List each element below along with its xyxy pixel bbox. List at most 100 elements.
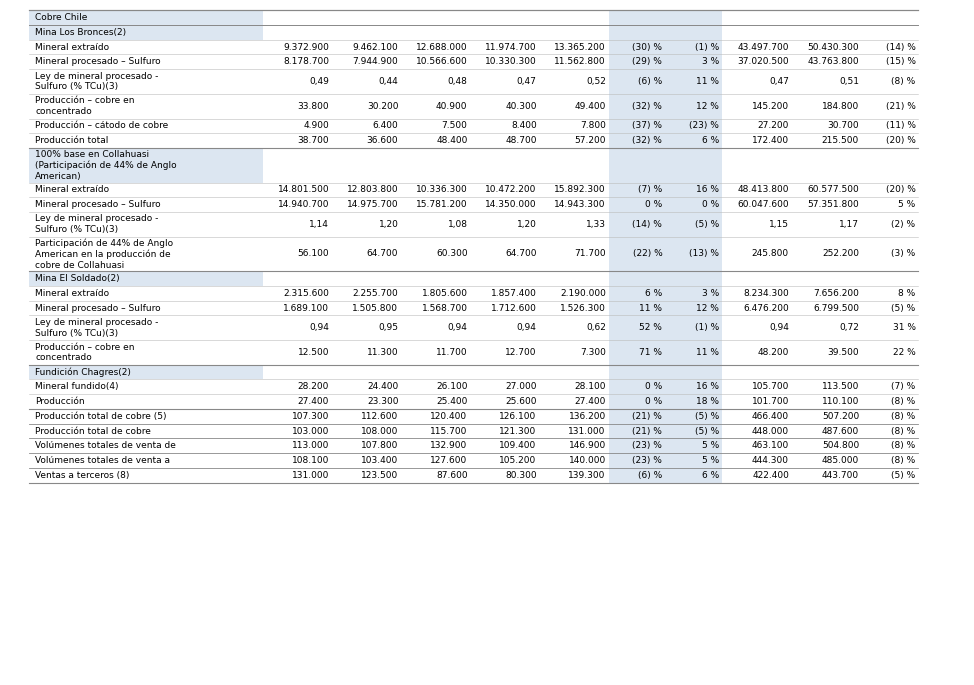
Text: 0,62: 0,62	[586, 323, 606, 332]
Text: (1) %: (1) %	[694, 323, 719, 332]
Text: 37.020.500: 37.020.500	[737, 58, 789, 66]
Text: Producción – cátodo de cobre: Producción – cátodo de cobre	[35, 121, 169, 130]
Text: 126.100: 126.100	[500, 412, 537, 421]
Text: 7.944.900: 7.944.900	[353, 58, 398, 66]
Text: 18 %: 18 %	[695, 397, 719, 406]
Text: 8.234.300: 8.234.300	[743, 289, 789, 298]
Text: 127.600: 127.600	[431, 456, 468, 465]
Text: 11.300: 11.300	[367, 348, 398, 357]
Text: (6) %: (6) %	[638, 77, 662, 86]
Text: (8) %: (8) %	[891, 456, 916, 465]
Text: 7.500: 7.500	[441, 121, 468, 130]
Text: (8) %: (8) %	[891, 427, 916, 436]
Text: Mineral procesado – Sulfuro: Mineral procesado – Sulfuro	[35, 200, 161, 209]
Text: 1,14: 1,14	[310, 220, 329, 229]
Text: 131.000: 131.000	[292, 471, 329, 479]
Text: 121.300: 121.300	[500, 427, 537, 436]
Text: 71.700: 71.700	[575, 249, 606, 258]
Text: 100% base en Collahuasi
(Participación de 44% de Anglo
American): 100% base en Collahuasi (Participación d…	[35, 150, 176, 181]
Text: 12 %: 12 %	[696, 101, 719, 111]
Text: 11 %: 11 %	[695, 77, 719, 86]
Text: 112.600: 112.600	[361, 412, 398, 421]
Text: 184.800: 184.800	[822, 101, 859, 111]
Text: 103.000: 103.000	[292, 427, 329, 436]
Text: 0,47: 0,47	[517, 77, 537, 86]
Text: (21) %: (21) %	[632, 412, 662, 421]
Text: 36.600: 36.600	[367, 136, 398, 145]
Bar	[29, 25, 263, 40]
Text: 107.300: 107.300	[292, 412, 329, 421]
Text: Mina El Soldado(2): Mina El Soldado(2)	[35, 274, 120, 283]
Text: 245.800: 245.800	[752, 249, 789, 258]
Text: 10.330.300: 10.330.300	[485, 58, 537, 66]
Text: 57.200: 57.200	[575, 136, 606, 145]
Text: 215.500: 215.500	[822, 136, 859, 145]
Text: 12.500: 12.500	[298, 348, 329, 357]
Text: Ley de mineral procesado -
Sulfuro (% TCu)(3): Ley de mineral procesado - Sulfuro (% TC…	[35, 214, 159, 234]
Text: 14.975.700: 14.975.700	[347, 200, 398, 209]
Bar	[29, 10, 263, 25]
Text: 27.200: 27.200	[758, 121, 789, 130]
Text: 43.497.700: 43.497.700	[737, 42, 789, 51]
Text: (14) %: (14) %	[885, 42, 916, 51]
Text: 24.400: 24.400	[367, 382, 398, 391]
Text: 26.100: 26.100	[436, 382, 468, 391]
Text: 56.100: 56.100	[298, 249, 329, 258]
Text: 64.700: 64.700	[367, 249, 398, 258]
Text: 27.400: 27.400	[298, 397, 329, 406]
Bar	[609, 148, 665, 182]
Text: 12 %: 12 %	[696, 303, 719, 312]
Text: 3 %: 3 %	[701, 289, 719, 298]
Text: 504.800: 504.800	[822, 441, 859, 450]
Text: 5 %: 5 %	[898, 200, 916, 209]
Text: 0,52: 0,52	[586, 77, 606, 86]
Text: 1,20: 1,20	[517, 220, 537, 229]
Text: Producción – cobre en
concentrado: Producción – cobre en concentrado	[35, 342, 134, 362]
Text: 28.200: 28.200	[298, 382, 329, 391]
Text: 48.400: 48.400	[436, 136, 468, 145]
Text: 466.400: 466.400	[752, 412, 789, 421]
Text: 8 %: 8 %	[898, 289, 916, 298]
Text: 60.577.500: 60.577.500	[807, 186, 859, 195]
Text: (8) %: (8) %	[891, 441, 916, 450]
Text: 25.400: 25.400	[436, 397, 468, 406]
Text: 1,08: 1,08	[447, 220, 468, 229]
Bar	[665, 271, 722, 286]
Text: 6 %: 6 %	[645, 289, 662, 298]
Bar	[665, 364, 722, 379]
Text: 11 %: 11 %	[695, 348, 719, 357]
Bar	[665, 25, 722, 40]
Text: 23.300: 23.300	[367, 397, 398, 406]
Text: (23) %: (23) %	[632, 456, 662, 465]
Text: (20) %: (20) %	[885, 186, 916, 195]
Text: (3) %: (3) %	[891, 249, 916, 258]
Text: 31 %: 31 %	[892, 323, 916, 332]
Text: 39.500: 39.500	[828, 348, 859, 357]
Text: 22 %: 22 %	[893, 348, 916, 357]
Text: 12.700: 12.700	[506, 348, 537, 357]
Text: 0,94: 0,94	[517, 323, 537, 332]
Text: 5 %: 5 %	[701, 441, 719, 450]
Text: Mina Los Bronces(2): Mina Los Bronces(2)	[35, 28, 127, 37]
Text: (6) %: (6) %	[638, 471, 662, 479]
Text: Volúmenes totales de venta de: Volúmenes totales de venta de	[35, 441, 176, 450]
Bar	[609, 10, 665, 482]
Text: 11.974.700: 11.974.700	[485, 42, 537, 51]
Text: 38.700: 38.700	[298, 136, 329, 145]
Text: 0,51: 0,51	[839, 77, 859, 86]
Text: 8.178.700: 8.178.700	[283, 58, 329, 66]
Text: (1) %: (1) %	[694, 42, 719, 51]
Text: (8) %: (8) %	[891, 77, 916, 86]
Text: Mineral fundido(4): Mineral fundido(4)	[35, 382, 119, 391]
Text: (2) %: (2) %	[891, 220, 916, 229]
Text: 113.500: 113.500	[822, 382, 859, 391]
Text: 0,94: 0,94	[448, 323, 468, 332]
Bar	[665, 10, 722, 482]
Text: (23) %: (23) %	[689, 121, 719, 130]
Text: 11.562.800: 11.562.800	[554, 58, 606, 66]
Text: 131.000: 131.000	[569, 427, 606, 436]
Text: Producción – cobre en
concentrado: Producción – cobre en concentrado	[35, 97, 134, 116]
Text: 146.900: 146.900	[569, 441, 606, 450]
Text: (5) %: (5) %	[891, 471, 916, 479]
Text: (5) %: (5) %	[891, 303, 916, 312]
